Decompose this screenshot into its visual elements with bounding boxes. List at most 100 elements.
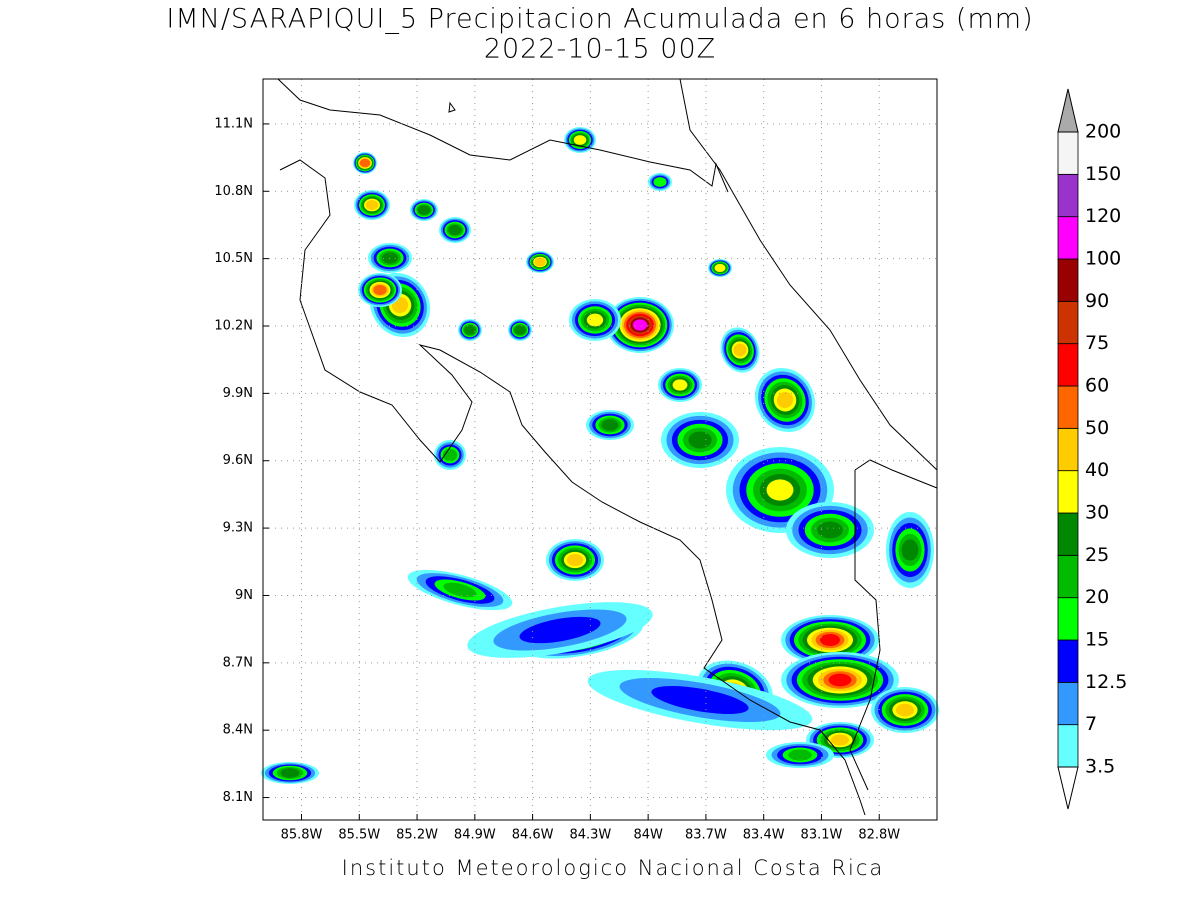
nicaragua-border — [277, 78, 729, 193]
rain-cell — [901, 539, 919, 561]
colorbar-label: 40 — [1085, 459, 1109, 481]
rain-cell — [359, 158, 371, 168]
rain-cell — [828, 673, 852, 687]
lat-tick-label: 9.6N — [223, 453, 253, 468]
precipitation-field — [261, 127, 939, 784]
rain-cell — [280, 768, 300, 778]
lon-tick-label: 83.4W — [743, 828, 785, 843]
colorbar-box — [1057, 681, 1079, 726]
panama-border — [849, 459, 938, 791]
rain-cell — [365, 200, 379, 210]
rain-cell — [766, 479, 794, 501]
colorbar-box — [1057, 173, 1079, 218]
lat-tick-label: 9N — [235, 588, 253, 603]
colorbar-label: 150 — [1085, 163, 1121, 185]
colorbar-label: 20 — [1085, 586, 1109, 608]
lat-tick-label: 8.7N — [223, 655, 253, 670]
rain-cell — [896, 703, 914, 717]
colorbar-box — [1057, 343, 1079, 387]
colorbar-box — [1057, 597, 1079, 641]
lon-tick-label: 85.2W — [396, 828, 438, 843]
rain-cell — [448, 224, 462, 236]
map-frame — [262, 78, 938, 821]
rain-cell — [817, 521, 843, 539]
colorbar-box — [1057, 385, 1079, 429]
rain-cell — [632, 319, 648, 331]
colorbar-box — [1057, 258, 1079, 302]
rain-cell — [714, 263, 726, 273]
rain-cell — [601, 419, 619, 431]
rain-cell — [443, 582, 477, 598]
colorbar-label: 100 — [1085, 248, 1121, 270]
colorbar-over — [1057, 88, 1079, 133]
colorbar-label: 60 — [1085, 375, 1109, 397]
lon-tick-label: 85.5W — [338, 828, 380, 843]
colorbar-label: 50 — [1085, 417, 1109, 439]
subtitle: 2022-10-15 00Z — [484, 34, 716, 65]
lat-tick-label: 9.3N — [223, 521, 253, 536]
rain-cell — [586, 313, 604, 327]
lon-tick-label: 84.6W — [512, 828, 554, 843]
lon-tick-label: 84.3W — [569, 828, 611, 843]
rain-cell — [776, 391, 794, 409]
rain-cell — [534, 257, 546, 267]
colorbar-label: 15 — [1085, 629, 1109, 651]
colorbar-box — [1057, 300, 1079, 345]
colorbar-box — [1057, 427, 1079, 472]
rain-cell — [514, 325, 526, 335]
rain-cell — [672, 379, 688, 391]
rain-cell — [831, 734, 849, 746]
rain-cell — [788, 749, 812, 761]
colorbar-label: 7 — [1085, 713, 1097, 735]
lon-tick-label: 84.9W — [454, 828, 496, 843]
lat-tick-label: 10.5N — [214, 251, 253, 266]
lat-tick-label: 11.1N — [214, 116, 253, 131]
lon-tick-label: 83.1W — [801, 828, 843, 843]
lat-tick-label: 8.1N — [223, 790, 253, 805]
lon-tick-label: 84W — [633, 828, 663, 843]
colorbar: 3.5 7 12.5 15 20 25 30 40 50 60 75 90 100 120 150 200 — [1057, 88, 1127, 810]
rain-cell — [573, 135, 587, 145]
rain-cell — [417, 205, 431, 215]
colorbar-label: 3.5 — [1085, 756, 1115, 778]
rain-cell — [819, 634, 841, 646]
rain-cell — [464, 325, 476, 335]
colorbar-box — [1057, 554, 1079, 599]
rain-cell — [519, 616, 601, 644]
colorbar-label: 200 — [1085, 121, 1121, 143]
colorbar-box — [1057, 216, 1079, 260]
rain-cell — [566, 554, 584, 566]
colorbar-label: 75 — [1085, 332, 1109, 354]
colorbar-label: 90 — [1085, 290, 1109, 312]
colorbar-box — [1057, 639, 1079, 683]
rain-cell — [651, 686, 749, 714]
colorbar-box — [1057, 470, 1079, 514]
colorbar-box — [1057, 131, 1079, 175]
coastlines — [277, 78, 938, 816]
lon-tick-label: 83.7W — [685, 828, 727, 843]
lat-tick-label: 8.4N — [223, 723, 253, 738]
rain-cell — [733, 343, 747, 357]
colorbar-label: 30 — [1085, 502, 1109, 524]
rain-cell — [382, 252, 398, 264]
rain-cell — [373, 284, 387, 296]
lon-tick-label: 85.8W — [281, 828, 323, 843]
colorbar-box — [1057, 512, 1079, 556]
footer: Instituto Meteorologico Nacional Costa R… — [342, 856, 885, 880]
lat-tick-label: 9.9N — [223, 386, 253, 401]
title: IMN/SARAPIQUI_5 Precipitacion Acumulada … — [166, 4, 1033, 35]
colorbar-label: 12.5 — [1085, 671, 1127, 693]
colorbar-under — [1057, 766, 1079, 810]
island — [448, 101, 456, 113]
rain-cell — [653, 177, 667, 187]
colorbar-label: 120 — [1085, 205, 1121, 227]
lat-tick-label: 10.2N — [214, 319, 253, 334]
colorbar-label: 25 — [1085, 544, 1109, 566]
lon-tick-label: 82.8W — [858, 828, 900, 843]
colorbar-box — [1057, 724, 1079, 768]
lat-tick-label: 10.8N — [214, 184, 253, 199]
caribbean-coast — [679, 78, 938, 471]
rain-cell — [688, 431, 712, 449]
grid: 11.1N 10.8N 10.5N 10.2N 9.9N 9.6N 9.3N 9N 8.7N 8.… — [214, 79, 937, 843]
